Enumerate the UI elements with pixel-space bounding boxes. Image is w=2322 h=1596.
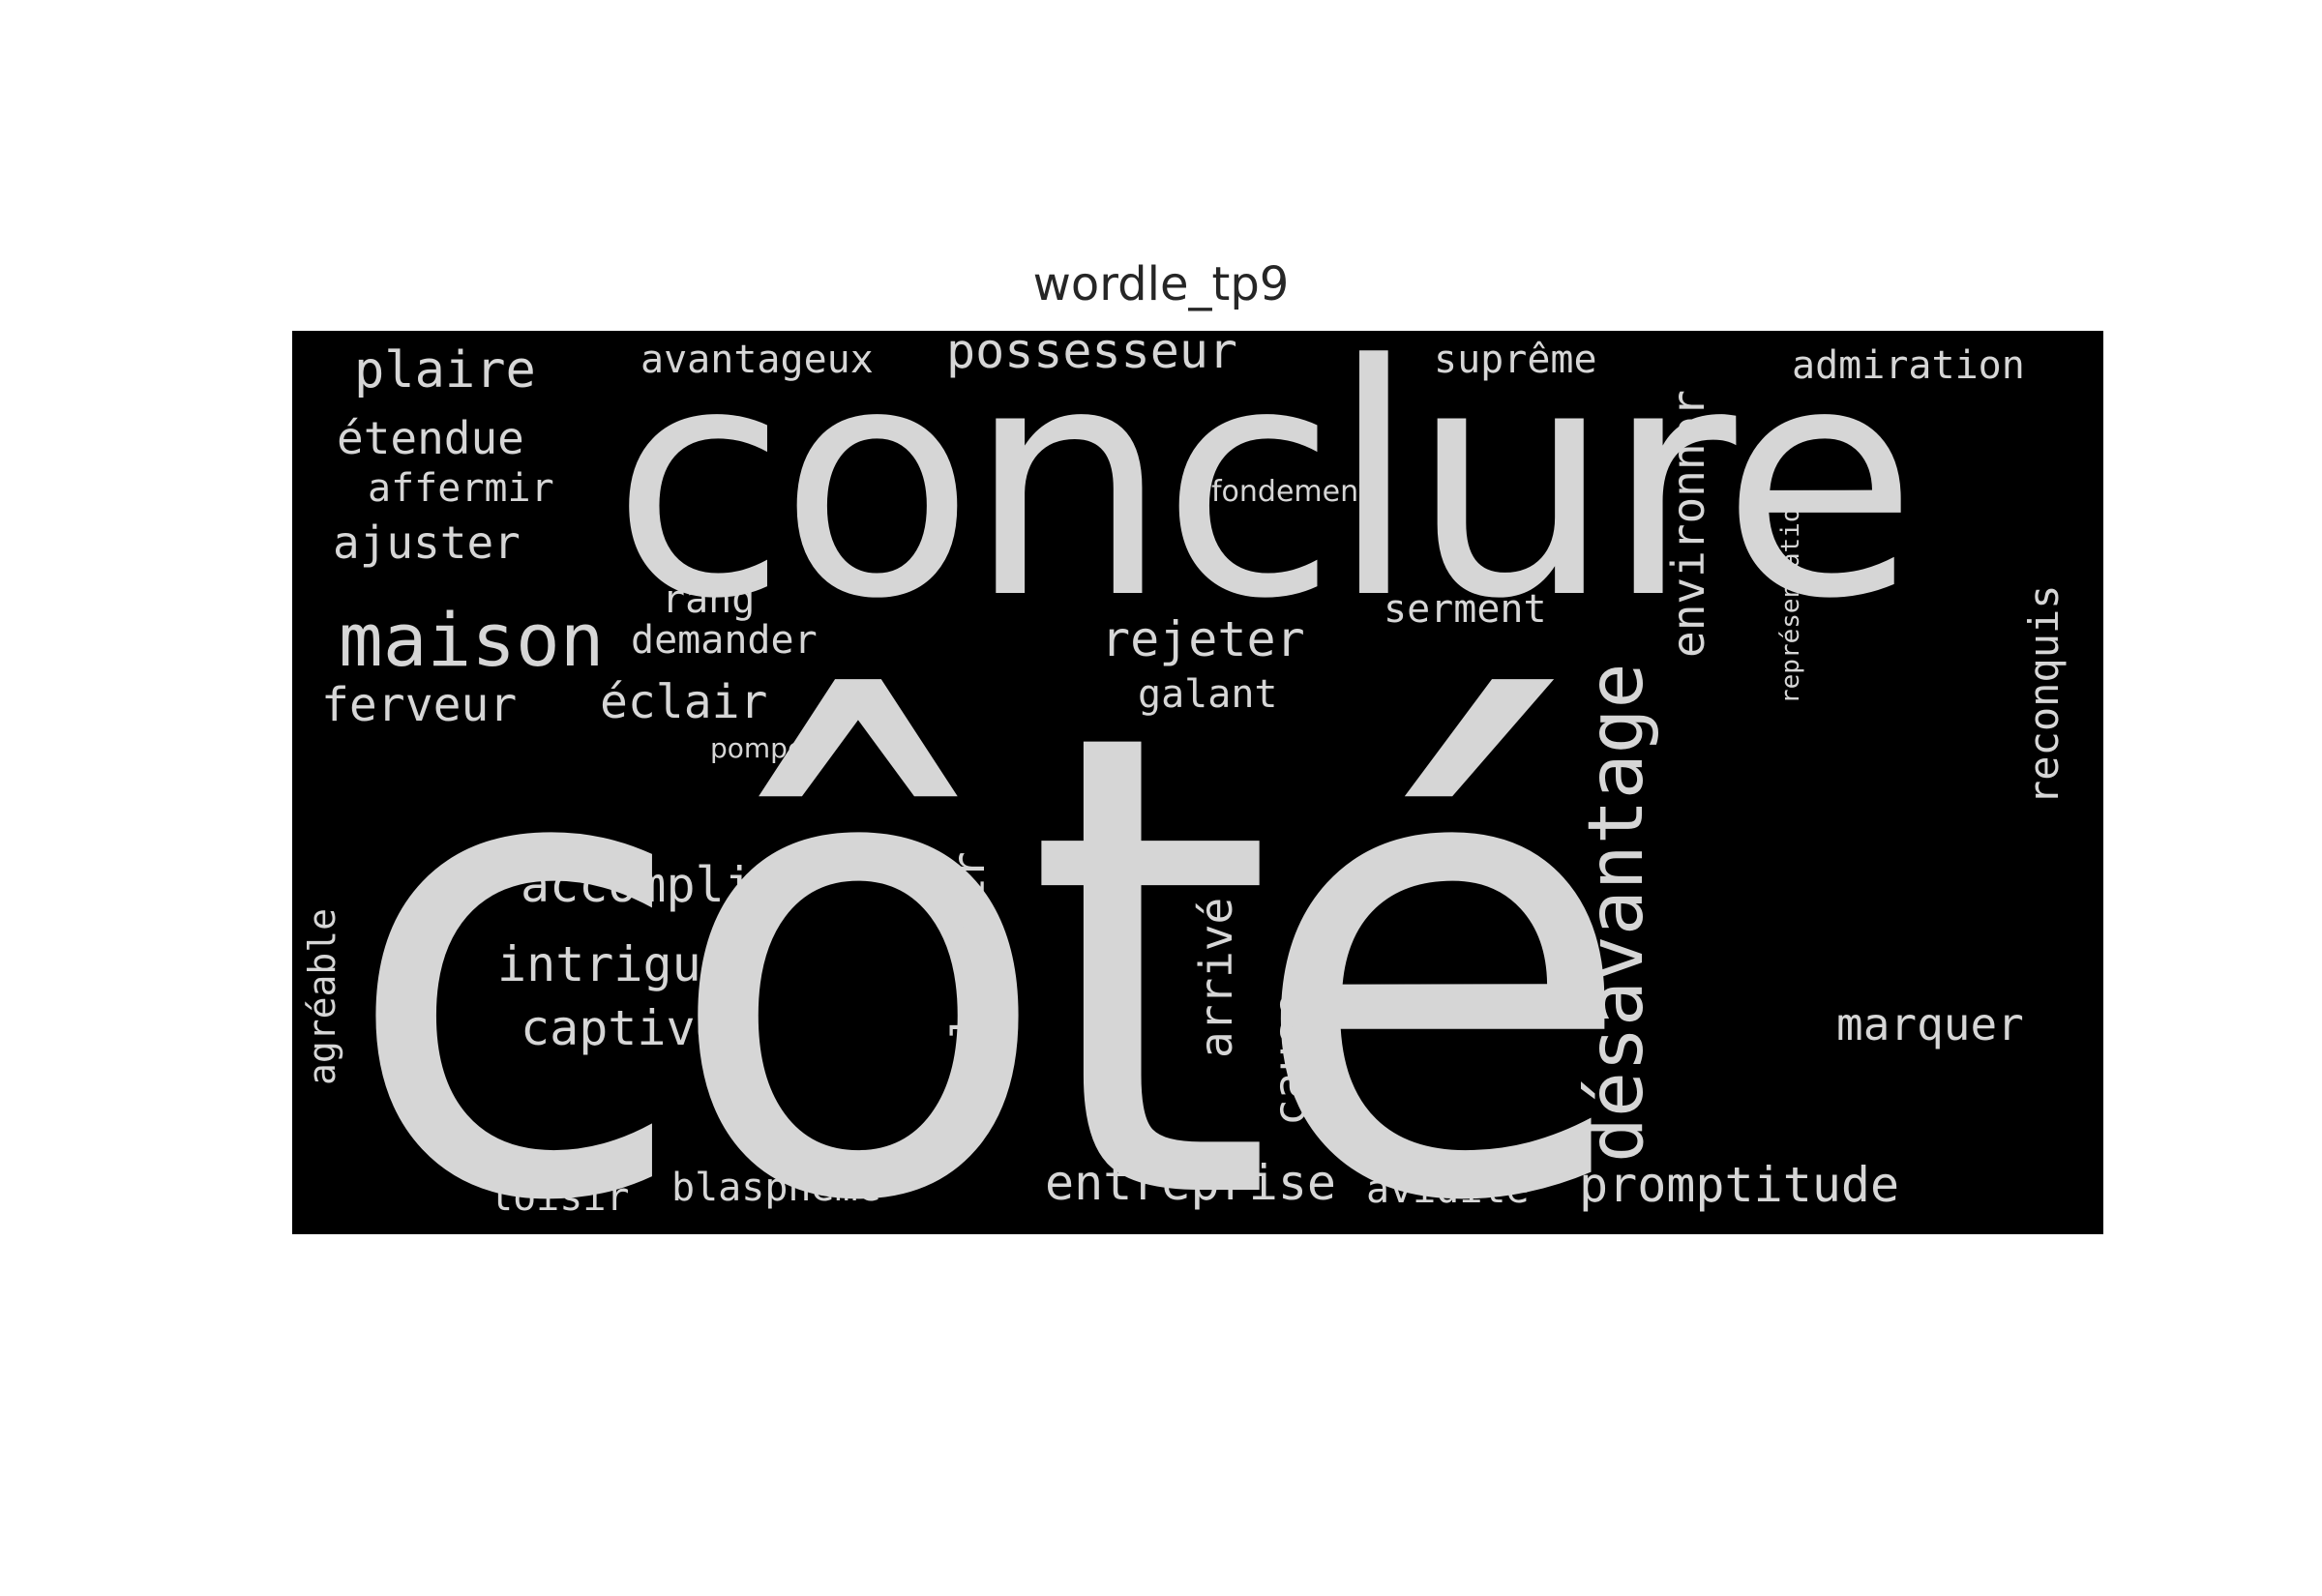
cloud-word: avantageux: [640, 338, 874, 382]
cloud-word: pleuvoir: [942, 851, 995, 1066]
cloud-word: galant: [1138, 672, 1278, 717]
word-cloud: côté conclure désavantage maison possess…: [292, 331, 2103, 1234]
cloud-word: affermir: [368, 466, 554, 511]
cloud-word: loisir: [490, 1175, 630, 1220]
cloud-word: rang: [662, 577, 756, 622]
figure-title: wordle_tp9: [1032, 257, 1290, 311]
cloud-word: cause: [1264, 991, 1316, 1126]
cloud-word: intrigue: [497, 936, 730, 992]
cloud-word: entreprise: [1045, 1155, 1337, 1211]
cloud-word: rejeter: [1101, 611, 1305, 667]
cloud-word: blasphème: [671, 1166, 881, 1210]
cloud-word: conclure: [611, 331, 1918, 668]
cloud-word: avidité: [1366, 1167, 1530, 1212]
cloud-word: fondement: [1211, 475, 1370, 509]
cloud-word: serment: [1384, 587, 1547, 632]
cloud-word: côté: [341, 597, 1639, 1235]
cloud-word: étendue: [337, 412, 524, 464]
cloud-word: promptitude: [1579, 1157, 1900, 1213]
cloud-word: ajuster: [333, 517, 521, 569]
cloud-word: reconquis: [2020, 584, 2068, 805]
cloud-word: accompli: [521, 857, 754, 913]
cloud-word: éclair: [600, 675, 768, 729]
cloud-word: agréable: [301, 907, 343, 1085]
cloud-word: arrivé: [1190, 897, 1242, 1058]
cloud-word: captiver: [521, 1000, 754, 1056]
cloud-word: représentation: [1776, 491, 1805, 704]
cloud-word: admiration: [1792, 343, 2025, 388]
cloud-word: plaire: [354, 341, 536, 399]
cloud-word: suprême: [1434, 338, 1597, 382]
cloud-word: marquer: [1836, 998, 2024, 1050]
cloud-word: maison: [339, 597, 605, 683]
cloud-word: environner: [1662, 390, 1714, 658]
cloud-word: ferveur: [321, 678, 518, 732]
cloud-word: pompe: [710, 732, 805, 764]
cloud-word: possesseur: [946, 331, 1238, 379]
cloud-word: demander: [631, 618, 818, 663]
cloud-word: désavantage: [1573, 663, 1660, 1163]
